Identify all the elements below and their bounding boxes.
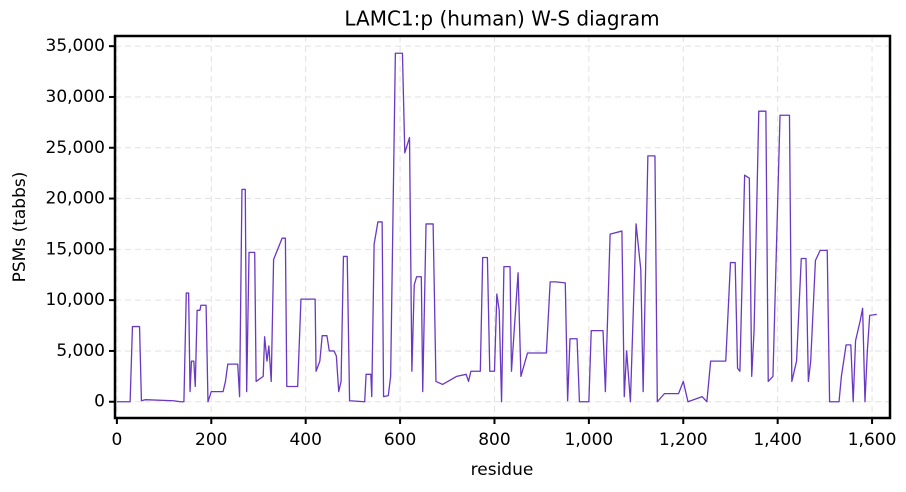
x-tick-label: 1,400: [753, 430, 802, 450]
y-axis-label: PSMs (tabbs): [10, 172, 30, 283]
data-line: [116, 52, 877, 403]
y-tick-label: 20,000: [46, 189, 105, 209]
y-tick-label: 35,000: [46, 36, 105, 56]
x-tick-label: 600: [384, 430, 416, 450]
y-tick-label: 0: [94, 392, 105, 412]
y-tick-label: 10,000: [46, 290, 105, 310]
x-tick-label: 1,200: [659, 430, 708, 450]
plot-frame: [113, 34, 892, 420]
chart-title: LAMC1:p (human) W-S diagram: [344, 7, 659, 31]
y-tick-label: 30,000: [46, 87, 105, 107]
y-tick-label: 15,000: [46, 239, 105, 259]
x-tick-label: 1,600: [848, 430, 897, 450]
x-tick-label: 0: [111, 430, 122, 450]
x-tick-label: 800: [478, 430, 510, 450]
x-tick-label: 1,000: [565, 430, 614, 450]
x-tick-label: 400: [289, 430, 321, 450]
x-tick-label: 200: [195, 430, 227, 450]
y-tick-label: 25,000: [46, 138, 105, 158]
y-tick-label: 5,000: [56, 341, 105, 361]
x-axis-label: residue: [471, 460, 534, 480]
